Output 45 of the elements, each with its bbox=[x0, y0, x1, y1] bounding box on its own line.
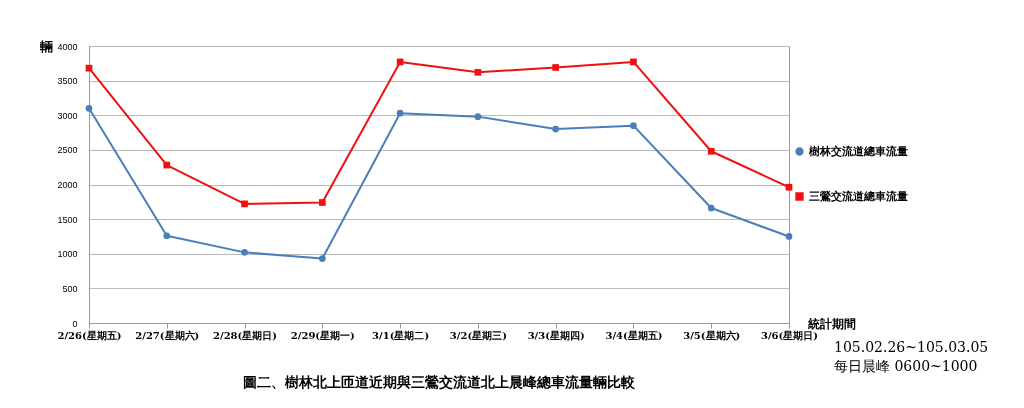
point bbox=[318, 199, 326, 206]
point bbox=[396, 109, 404, 117]
point bbox=[552, 64, 560, 71]
y-tick-label: 2500 bbox=[57, 145, 78, 156]
point bbox=[785, 233, 793, 240]
point bbox=[707, 147, 715, 155]
y-tick-label: 2000 bbox=[57, 180, 78, 190]
point bbox=[630, 122, 637, 129]
point bbox=[474, 113, 482, 120]
y-tick-label: 4000 bbox=[57, 41, 78, 52]
text: 圖二、樹林北上匝道近期與三鶯交流道北上晨峰總車流量輛比較 bbox=[243, 374, 636, 390]
text: 每日晨峰 0600~1000 bbox=[834, 357, 979, 376]
point bbox=[318, 255, 326, 262]
point bbox=[785, 183, 793, 191]
y-tick-label: 1000 bbox=[57, 249, 78, 260]
y-tick-label: 1500 bbox=[57, 214, 78, 225]
point bbox=[630, 58, 637, 66]
point bbox=[474, 68, 482, 76]
y-tick-label: 3000 bbox=[57, 110, 78, 121]
legend-label: 樹林交流道總車流量 bbox=[808, 144, 908, 158]
x-tick-label: 3/6(星期日) bbox=[760, 329, 819, 341]
x-tick-label: 2/27(星期六) bbox=[135, 329, 200, 341]
y-tick-label: 500 bbox=[62, 283, 78, 294]
point bbox=[163, 232, 171, 240]
x-axis-title: 統計期間 bbox=[806, 316, 856, 331]
y-tick-label: 0 bbox=[72, 318, 78, 329]
text: 105.02.26~105.03.05 bbox=[834, 338, 989, 357]
point bbox=[85, 64, 93, 72]
x-tick-label: 3/1(星期二) bbox=[372, 329, 430, 341]
legend-label: 三鶯交流道總車流量 bbox=[809, 189, 908, 203]
x-tick-label: 3/4(星期五) bbox=[605, 329, 663, 341]
x-tick-label: 3/2(星期三) bbox=[449, 329, 507, 341]
point bbox=[163, 161, 171, 169]
x-tick-label: 3/5(星期六) bbox=[683, 329, 741, 341]
x-tick-label: 2/26(星期五) bbox=[57, 329, 122, 341]
point bbox=[552, 125, 560, 133]
x-tick-label: 2/29(星期一) bbox=[290, 329, 355, 341]
x-tick-label: 2/28(星期日) bbox=[213, 329, 278, 341]
point bbox=[241, 200, 248, 208]
point bbox=[85, 104, 93, 112]
x-tick-label: 3/3(星期四) bbox=[527, 329, 585, 341]
point bbox=[241, 249, 248, 256]
y-tick-label: 3500 bbox=[57, 76, 78, 87]
point bbox=[707, 204, 715, 212]
y-axis-title: 輛 bbox=[38, 38, 53, 54]
